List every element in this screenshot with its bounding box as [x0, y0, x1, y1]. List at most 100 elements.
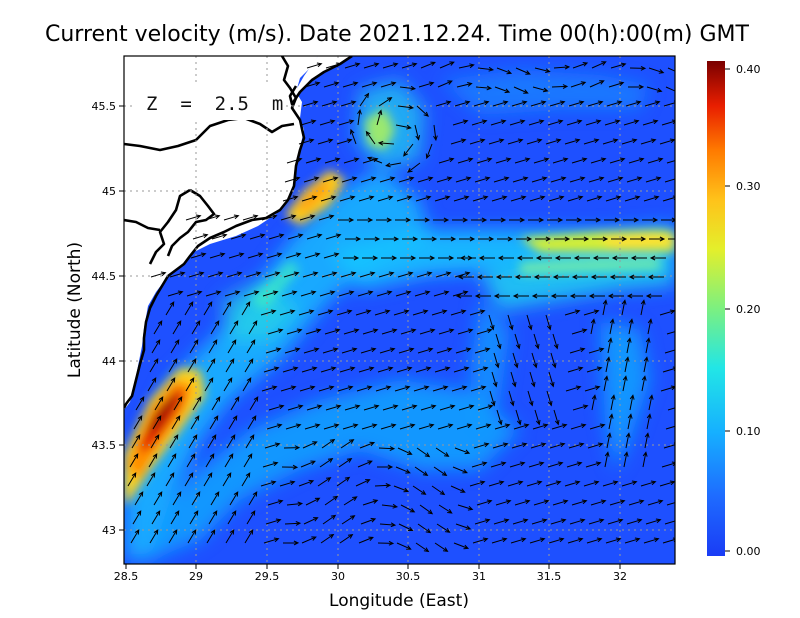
velocity-arrow — [431, 309, 448, 316]
velocity-arrow — [305, 497, 321, 506]
velocity-arrow — [401, 62, 418, 69]
velocity-arrow — [223, 214, 240, 221]
velocity-arrow — [642, 119, 659, 126]
velocity-arrow — [304, 252, 321, 259]
velocity-arrow — [377, 195, 394, 202]
velocity-arrow — [319, 290, 336, 297]
y-tick-label: 43.5 — [92, 439, 117, 452]
velocity-arrow — [205, 290, 222, 297]
velocity-arrow — [281, 464, 299, 470]
velocity-arrow — [588, 293, 605, 299]
velocity-arrow — [153, 491, 163, 506]
velocity-arrow — [242, 377, 252, 392]
velocity-arrow — [469, 138, 486, 145]
velocity-arrow — [471, 461, 488, 468]
velocity-arrow — [170, 339, 180, 354]
velocity-arrow — [431, 485, 446, 496]
velocity-arrow — [416, 105, 429, 117]
velocity-arrow — [153, 320, 163, 335]
velocity-arrow — [303, 347, 320, 354]
velocity-arrow — [226, 434, 236, 449]
velocity-arrow — [648, 394, 654, 411]
x-tick-label: 28.5 — [114, 570, 139, 583]
velocity-arrow — [300, 290, 317, 297]
velocity-arrow — [398, 176, 415, 183]
velocity-arrow — [566, 217, 583, 223]
coastline — [124, 56, 353, 409]
velocity-arrow — [606, 432, 612, 449]
velocity-arrow — [451, 385, 468, 392]
velocity-arrow — [548, 195, 565, 202]
velocity-arrow — [229, 491, 239, 506]
velocity-arrow — [644, 100, 661, 107]
velocity-arrow — [185, 214, 202, 221]
velocity-arrow — [643, 537, 660, 544]
velocity-arrow — [433, 217, 450, 223]
velocity-arrow — [513, 86, 529, 94]
velocity-arrow — [359, 92, 370, 107]
velocity-arrow — [533, 274, 550, 280]
velocity-arrow — [545, 314, 552, 331]
velocity-arrow — [495, 274, 512, 280]
velocity-arrow — [185, 377, 195, 392]
velocity-arrow — [527, 390, 534, 407]
velocity-arrow — [418, 81, 435, 88]
velocity-arrow — [414, 124, 421, 141]
velocity-arrow — [552, 274, 569, 280]
velocity-arrow — [528, 461, 545, 468]
velocity-arrow — [399, 85, 417, 91]
velocity-arrow — [205, 453, 215, 468]
velocity-arrow — [279, 480, 296, 487]
velocity-arrow — [320, 366, 337, 373]
velocity-arrow — [381, 328, 398, 335]
velocity-arrow — [378, 97, 393, 107]
velocity-arrow — [209, 415, 219, 430]
velocity-arrow — [509, 461, 526, 468]
velocity-arrow — [648, 67, 665, 74]
velocity-arrow — [358, 195, 375, 202]
velocity-arrow — [591, 61, 607, 69]
x-tick-label: 29 — [189, 570, 203, 583]
colorbar-tick-label: 0.10 — [736, 425, 761, 438]
velocity-arrow — [454, 271, 471, 278]
x-axis: 28.5 29 29.5 30 30.5 31 31.5 32 — [114, 564, 627, 583]
velocity-arrow — [496, 67, 513, 75]
velocity-arrow — [435, 100, 452, 107]
x-tick-label: 32 — [613, 570, 627, 583]
velocity-arrow — [340, 100, 357, 107]
velocity-arrow — [627, 84, 645, 90]
velocity-arrow — [573, 236, 590, 242]
velocity-arrow — [470, 385, 487, 392]
velocity-arrow — [532, 423, 549, 430]
velocity-arrow — [378, 446, 396, 451]
velocity-arrow — [496, 409, 503, 426]
velocity-arrow — [478, 236, 495, 242]
velocity-arrow — [337, 385, 354, 392]
velocity-arrow — [265, 347, 282, 354]
velocity-arrow — [510, 371, 517, 388]
velocity-arrow — [261, 214, 278, 221]
velocity-arrow — [549, 442, 566, 449]
velocity-arrow — [570, 423, 587, 430]
velocity-arrow — [340, 439, 355, 449]
colorbar-tick-label: 0.40 — [736, 63, 761, 76]
velocity-arrow — [265, 518, 282, 525]
velocity-arrow — [646, 413, 652, 430]
velocity-arrow — [379, 176, 396, 183]
velocity-arrow — [361, 423, 378, 430]
velocity-arrow — [340, 271, 357, 278]
velocity-arrow — [146, 472, 156, 487]
velocity-arrow — [528, 217, 545, 223]
velocity-arrow — [665, 425, 675, 430]
depth-label: Z = 2.5 m — [146, 93, 283, 115]
x-axis-label: Longitude (East) — [329, 591, 469, 611]
velocity-arrow — [584, 385, 601, 392]
velocity-arrow — [432, 385, 449, 392]
velocity-arrow — [454, 100, 471, 107]
velocity-arrow — [284, 521, 302, 526]
velocity-arrow — [586, 366, 603, 373]
velocity-arrow — [509, 119, 526, 126]
velocity-arrow — [605, 195, 622, 202]
velocity-arrow — [456, 423, 473, 430]
velocity-arrow — [531, 518, 548, 525]
